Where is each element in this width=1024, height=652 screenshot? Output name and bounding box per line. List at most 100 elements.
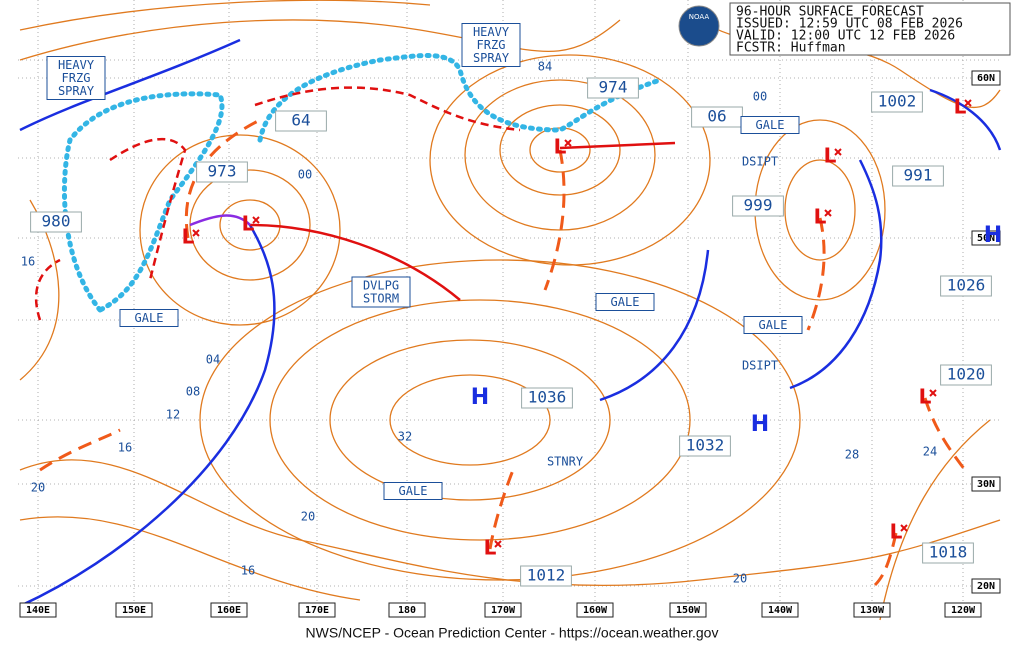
high-center: H xyxy=(984,223,1002,248)
lon-label-box xyxy=(669,602,707,618)
lon-label: 160E xyxy=(217,605,241,616)
note-box xyxy=(119,309,179,327)
lon-label: 150E xyxy=(122,605,146,616)
lon-label-box xyxy=(944,602,982,618)
header-line: ISSUED: 12:59 UTC 08 FEB 2026 xyxy=(736,17,963,32)
pressure-value: 1002 xyxy=(878,92,917,111)
pressure-value: 999 xyxy=(744,196,773,215)
low-center: L xyxy=(890,520,903,544)
pressure-value: 1018 xyxy=(929,543,968,562)
isobar-label: 20 xyxy=(733,572,747,586)
low-center: L xyxy=(182,225,195,249)
lat-label-box xyxy=(971,476,1001,492)
lon-label-box xyxy=(298,602,336,618)
note-box xyxy=(740,116,800,134)
low-x xyxy=(824,209,832,217)
labels: 140E 150E 160E 170E 180 170W 160W 150W 140W 130W 1… xyxy=(19,23,1002,618)
isobar-label: 12 xyxy=(166,408,180,422)
pressure-value: 1032 xyxy=(686,436,725,455)
pressure-value: 64 xyxy=(291,111,310,130)
lon-label: 120W xyxy=(951,605,976,616)
pressure-box xyxy=(940,275,992,297)
low-center: L xyxy=(919,385,932,409)
note-text: HEAVY xyxy=(58,58,95,72)
lon-label: 150W xyxy=(676,605,701,616)
isobar-label: 00 xyxy=(753,90,767,104)
pressure-box xyxy=(521,387,573,409)
lon-label: 130W xyxy=(860,605,885,616)
low-center: L xyxy=(954,95,967,119)
isobar-label: 20 xyxy=(31,481,45,495)
isobar-label: 24 xyxy=(923,445,937,459)
note-text: GALE xyxy=(759,318,788,332)
lon-label-box xyxy=(484,602,522,618)
note-text: HEAVY xyxy=(473,25,510,39)
header-frame xyxy=(729,2,1011,56)
isobar-label: 16 xyxy=(118,441,132,455)
pressure-value: 1020 xyxy=(947,365,986,384)
lon-label-box xyxy=(210,602,248,618)
note-text: GALE xyxy=(756,118,785,132)
isobar-label: 84 xyxy=(538,60,552,74)
low-x xyxy=(900,524,908,532)
logo-text: NOAA xyxy=(689,13,710,21)
lat-label: 50N xyxy=(977,233,995,244)
low-center: L xyxy=(484,536,497,560)
isobar-label: 08 xyxy=(186,385,200,399)
pressure-box xyxy=(587,77,639,99)
header-line: FCSTR: Huffman xyxy=(736,41,846,56)
low-x xyxy=(192,229,200,237)
low-center: L xyxy=(242,212,255,236)
pressure-box xyxy=(940,364,992,386)
isobar-label: 00 xyxy=(298,168,312,182)
lat-label-box xyxy=(971,70,1001,86)
note-box xyxy=(46,56,106,100)
lon-label-box xyxy=(115,602,153,618)
pressure-value: 980 xyxy=(42,212,71,231)
lat-label-box xyxy=(971,578,1001,594)
pressure-box xyxy=(30,211,82,233)
pressure-value: 1012 xyxy=(527,566,566,585)
pressure-box xyxy=(732,195,784,217)
pressure-box xyxy=(922,542,974,564)
note-text: DSIPT xyxy=(742,155,778,169)
isobar-label: 04 xyxy=(206,353,220,367)
note-text: FRZG xyxy=(477,38,506,52)
low-center: L xyxy=(824,144,837,168)
pressure-box xyxy=(196,161,248,183)
header-line: 96-HOUR SURFACE FORECAST xyxy=(736,5,924,20)
low-x xyxy=(834,148,842,156)
low-x xyxy=(494,540,502,548)
low-center: L xyxy=(814,205,827,229)
pressure-box xyxy=(679,435,731,457)
note-text: GALE xyxy=(611,295,640,309)
pressure-value: 06 xyxy=(707,107,726,126)
note-text: DSIPT xyxy=(742,359,778,373)
note-box xyxy=(461,23,521,67)
note-text: STORM xyxy=(363,292,399,306)
low-center: L xyxy=(554,135,567,159)
lon-label-box xyxy=(853,602,891,618)
note-box xyxy=(351,276,411,308)
note-text: GALE xyxy=(135,311,164,325)
lon-label: 160W xyxy=(583,605,608,616)
low-x xyxy=(564,139,572,147)
footer: NWS/NCEP - Ocean Prediction Center - htt… xyxy=(306,625,719,641)
lat-label: 30N xyxy=(977,479,995,490)
lon-label-box xyxy=(576,602,614,618)
lon-label-box xyxy=(761,602,799,618)
isobar-label: 32 xyxy=(398,430,412,444)
note-box xyxy=(743,316,803,334)
low-x xyxy=(252,216,260,224)
note-text: DVLPG xyxy=(363,279,399,293)
noaa-logo xyxy=(678,5,720,47)
lon-label-box xyxy=(19,602,57,618)
isobar-label: 28 xyxy=(845,448,859,462)
note-box xyxy=(383,482,443,500)
note-text: SPRAY xyxy=(58,84,95,98)
isobar-label: 20 xyxy=(301,510,315,524)
note-text: GALE xyxy=(399,484,428,498)
lon-label: 140E xyxy=(26,605,50,616)
note-text: SPRAY xyxy=(473,51,510,65)
